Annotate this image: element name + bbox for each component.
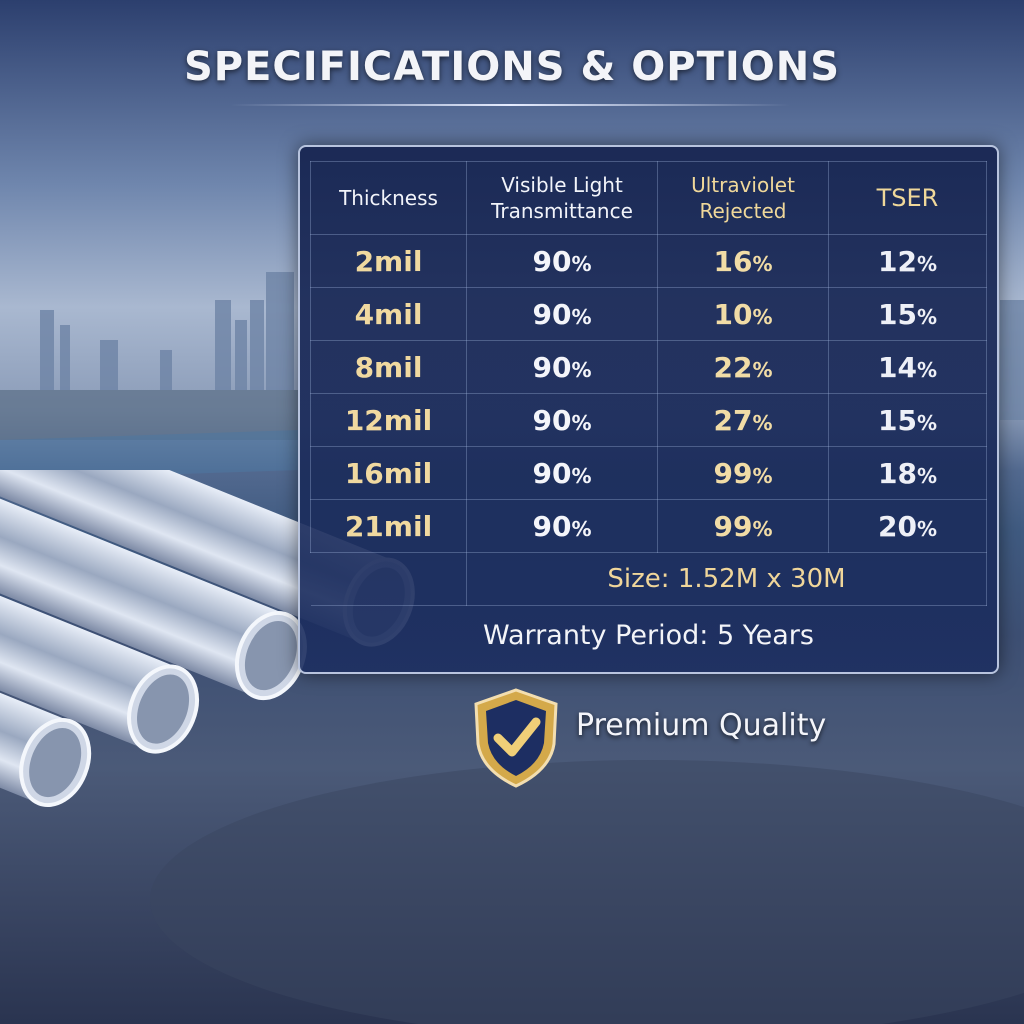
cell-thickness: 16mil [310,446,467,500]
percent-sign: % [916,463,937,488]
percent-sign: % [752,516,773,541]
percent-sign: % [752,304,773,329]
percent-sign: % [752,251,773,276]
header-vlt-line2: Transmittance [491,199,633,223]
specifications-table-panel: Thickness Visible Light Transmittance Ult… [298,145,999,674]
cell-uv-rejected-value: 99 [713,456,753,490]
header-vlt-line1: Visible Light [501,173,623,197]
cell-tser-value: 12 [877,244,917,278]
premium-quality-label: Premium Quality [576,708,827,743]
percent-sign: % [752,357,773,382]
percent-sign: % [916,516,937,541]
percent-sign: % [916,304,937,329]
warranty-value: Warranty Period: 5 Years [483,619,814,651]
cell-tser: 18% [828,446,987,500]
cell-vlt-value: 90 [532,403,572,437]
shield-check-icon [474,688,558,788]
city-skyline [40,272,1024,420]
cell-uv-rejected-value: 27 [713,403,753,437]
cell-vlt: 90% [466,393,658,447]
percent-sign: % [571,410,592,435]
cell-thickness-value: 8mil [354,350,423,384]
cell-thickness-value: 2mil [354,244,423,278]
cell-tser-value: 15 [877,403,917,437]
cell-uv-rejected: 27% [657,393,829,447]
cell-tser: 15% [828,393,987,447]
percent-sign: % [752,410,773,435]
cell-vlt-value: 90 [532,509,572,543]
cell-uv-rejected-value: 16 [713,244,753,278]
cell-vlt-value: 90 [532,350,572,384]
cell-vlt-value: 90 [532,297,572,331]
cell-tser-value: 14 [877,350,917,384]
cell-tser: 12% [828,234,987,288]
cell-vlt-value: 90 [532,244,572,278]
cell-thickness: 2mil [310,234,467,288]
cell-vlt: 90% [466,499,658,553]
percent-sign: % [916,410,937,435]
table-header-row: Thickness Visible Light Transmittance Ult… [310,161,987,235]
percent-sign: % [571,463,592,488]
cell-thickness: 8mil [310,340,467,394]
percent-sign: % [571,304,592,329]
header-thickness: Thickness [310,161,467,235]
size-value: Size: 1.52M x 30M [466,552,987,606]
page-title: SPECIFICATIONS & OPTIONS [183,44,841,90]
title-divider [230,104,790,106]
cell-thickness-value: 4mil [354,297,423,331]
header-ultraviolet-rejected: Ultraviolet Rejected [657,161,829,235]
specifications-table: Thickness Visible Light Transmittance Ult… [310,161,987,664]
header-tser: TSER [828,161,987,235]
cell-thickness-value: 12mil [344,403,433,437]
cell-tser-value: 15 [877,297,917,331]
cell-thickness: 21mil [310,499,467,553]
cell-uv-rejected: 99% [657,499,829,553]
cell-thickness-value: 16mil [344,456,433,490]
percent-sign: % [571,357,592,382]
table-row: 4mil 90% 10% 15% [310,287,987,341]
table-row: 16mil 90% 99% 18% [310,446,987,500]
cell-vlt: 90% [466,340,658,394]
cell-uv-rejected: 99% [657,446,829,500]
table-row: 12mil 90% 27% 15% [310,393,987,447]
percent-sign: % [752,463,773,488]
cell-uv-rejected: 22% [657,340,829,394]
cell-uv-rejected-value: 22 [713,350,753,384]
header-visible-light-transmittance: Visible Light Transmittance [466,161,658,235]
cell-thickness: 4mil [310,287,467,341]
size-row: Size: 1.52M x 30M [310,552,987,606]
cell-tser: 20% [828,499,987,553]
header-uv-line1: Ultraviolet [691,173,795,197]
size-row-spacer [310,552,467,606]
percent-sign: % [571,251,592,276]
table-row: 21mil 90% 99% 20% [310,499,987,553]
table-row: 8mil 90% 22% 14% [310,340,987,394]
cell-tser-value: 18 [877,456,917,490]
cell-vlt: 90% [466,234,658,288]
cell-uv-rejected: 16% [657,234,829,288]
cell-vlt-value: 90 [532,456,572,490]
cell-uv-rejected: 10% [657,287,829,341]
cell-vlt: 90% [466,287,658,341]
percent-sign: % [916,251,937,276]
cell-uv-rejected-value: 99 [713,509,753,543]
cell-vlt: 90% [466,446,658,500]
header-uv-line2: Rejected [699,199,787,223]
table-row: 2mil 90% 16% 12% [310,234,987,288]
percent-sign: % [916,357,937,382]
cell-uv-rejected-value: 10 [713,297,753,331]
cell-tser: 15% [828,287,987,341]
percent-sign: % [571,516,592,541]
cell-thickness-value: 21mil [344,509,433,543]
cell-tser: 14% [828,340,987,394]
warranty-row: Warranty Period: 5 Years [311,606,987,665]
cell-tser-value: 20 [877,509,917,543]
cell-thickness: 12mil [310,393,467,447]
